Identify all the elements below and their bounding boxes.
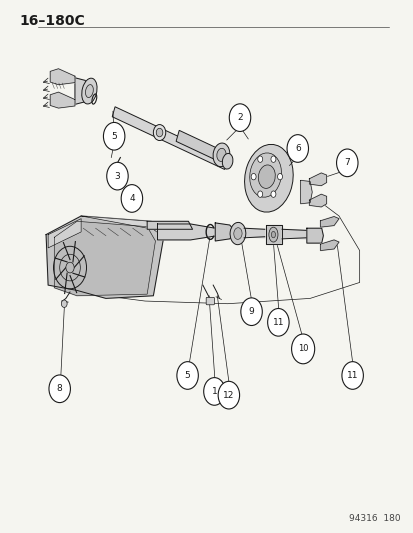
Ellipse shape <box>244 144 292 212</box>
Polygon shape <box>147 221 192 229</box>
Text: 11: 11 <box>272 318 283 327</box>
Text: 5: 5 <box>184 371 190 380</box>
Circle shape <box>107 163 128 190</box>
Polygon shape <box>46 216 163 298</box>
Ellipse shape <box>249 153 281 197</box>
Circle shape <box>61 300 67 308</box>
Circle shape <box>270 156 275 163</box>
Polygon shape <box>81 216 163 237</box>
Polygon shape <box>50 69 75 85</box>
Text: 7: 7 <box>344 158 349 167</box>
Polygon shape <box>157 224 217 240</box>
Text: 5: 5 <box>111 132 117 141</box>
Text: 1: 1 <box>211 387 217 396</box>
Circle shape <box>240 298 262 326</box>
Ellipse shape <box>230 222 245 245</box>
Text: 3: 3 <box>114 172 120 181</box>
Text: 6: 6 <box>294 144 300 153</box>
Circle shape <box>103 123 125 150</box>
Circle shape <box>229 104 250 132</box>
Polygon shape <box>75 78 87 104</box>
Ellipse shape <box>216 148 225 161</box>
Circle shape <box>336 149 357 176</box>
Polygon shape <box>320 240 338 251</box>
FancyBboxPatch shape <box>128 193 138 200</box>
Polygon shape <box>265 225 281 244</box>
Polygon shape <box>281 229 305 239</box>
Ellipse shape <box>153 125 165 141</box>
Polygon shape <box>176 131 229 165</box>
Circle shape <box>257 156 262 163</box>
Text: 94316  180: 94316 180 <box>349 514 400 523</box>
Ellipse shape <box>271 231 275 238</box>
Ellipse shape <box>156 128 162 137</box>
Polygon shape <box>309 194 326 207</box>
Circle shape <box>257 191 262 197</box>
Ellipse shape <box>85 85 93 98</box>
Ellipse shape <box>81 78 97 104</box>
Polygon shape <box>54 221 155 296</box>
Polygon shape <box>320 216 338 227</box>
Circle shape <box>286 135 308 163</box>
Polygon shape <box>215 223 235 241</box>
Ellipse shape <box>213 143 229 167</box>
Circle shape <box>176 362 198 389</box>
Text: 9: 9 <box>248 307 254 316</box>
Text: 4: 4 <box>129 194 134 203</box>
Text: 2: 2 <box>237 113 242 122</box>
Circle shape <box>121 184 142 212</box>
Text: 12: 12 <box>223 391 234 400</box>
Ellipse shape <box>222 154 233 169</box>
Text: 10: 10 <box>297 344 308 353</box>
Circle shape <box>66 262 74 273</box>
Ellipse shape <box>268 227 277 242</box>
Circle shape <box>277 173 282 180</box>
Ellipse shape <box>258 165 275 188</box>
Polygon shape <box>309 173 326 185</box>
Text: 16–180C: 16–180C <box>19 14 85 28</box>
Circle shape <box>251 173 256 180</box>
Text: 8: 8 <box>57 384 62 393</box>
Polygon shape <box>50 92 75 108</box>
Circle shape <box>341 362 363 389</box>
Circle shape <box>291 334 314 364</box>
Circle shape <box>203 377 225 405</box>
Polygon shape <box>306 228 323 243</box>
Polygon shape <box>244 228 264 238</box>
Polygon shape <box>48 219 81 248</box>
Circle shape <box>270 191 275 197</box>
Text: 11: 11 <box>346 371 358 380</box>
Polygon shape <box>300 180 311 204</box>
Circle shape <box>218 381 239 409</box>
Polygon shape <box>112 107 227 169</box>
Ellipse shape <box>233 228 242 239</box>
Circle shape <box>49 375 70 402</box>
FancyBboxPatch shape <box>206 297 214 305</box>
Circle shape <box>267 309 288 336</box>
